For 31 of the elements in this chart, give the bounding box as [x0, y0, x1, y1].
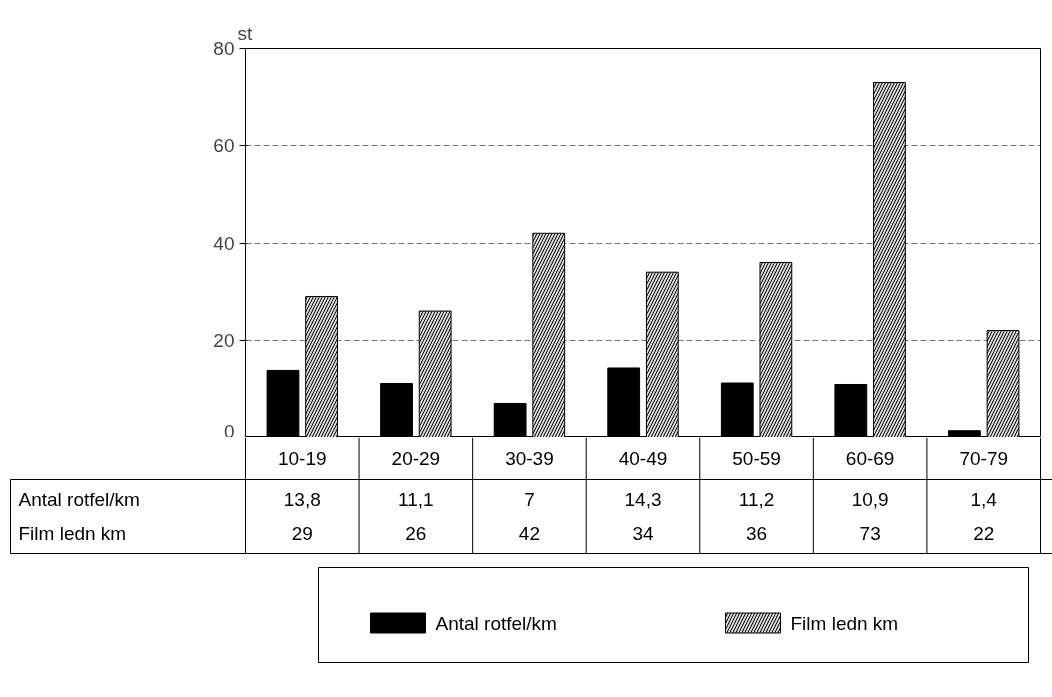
data-label: 14,3: [624, 489, 662, 510]
data-label: 7: [524, 489, 535, 510]
x-tick-label: 60-69: [845, 448, 895, 469]
x-tick-label: 40-49: [618, 448, 668, 469]
data-label: 26: [405, 523, 427, 544]
data-label: 1,4: [970, 489, 998, 510]
data-label: 11,2: [738, 489, 775, 510]
text: Film ledn km: [18, 523, 127, 544]
x-tick-label: 20-29: [391, 448, 441, 469]
x-tick-label: 70-79: [959, 448, 1009, 469]
y-tick-label: 60: [213, 135, 235, 157]
x-tick-label: 10-19: [277, 448, 327, 469]
data-label: 11,1: [398, 489, 434, 510]
data-label: 13,8: [283, 489, 321, 510]
y-tick-label: 40: [213, 232, 235, 254]
y-axis-title: st: [237, 22, 253, 44]
y-tick-label: 80: [213, 38, 235, 59]
data-label: 73: [859, 523, 881, 544]
data-label: 34: [632, 523, 654, 544]
text: Antal rotfel/km: [18, 489, 140, 510]
legend-label: Antal rotfel/km: [435, 612, 557, 634]
legend-label: Film ledn km: [790, 612, 899, 634]
x-tick-label: 30-39: [505, 448, 554, 469]
y-tick-label: 20: [213, 329, 235, 351]
y-tick-label: 0: [223, 420, 235, 442]
data-label: 22: [973, 523, 995, 544]
x-tick-label: 50-59: [732, 448, 781, 469]
data-label: 10,9: [851, 489, 889, 510]
data-label: 36: [746, 523, 768, 544]
data-label: 29: [291, 523, 313, 544]
data-label: 42: [518, 523, 540, 544]
